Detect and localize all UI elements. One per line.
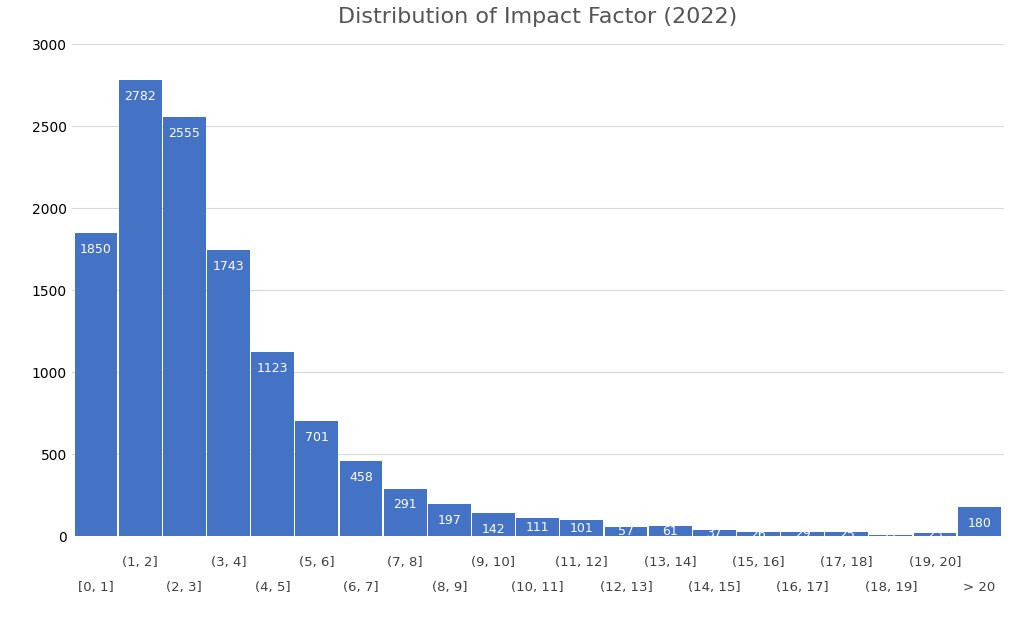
- Text: 111: 111: [525, 521, 550, 534]
- Bar: [428, 504, 471, 536]
- Bar: [207, 251, 250, 536]
- Text: 25: 25: [839, 528, 855, 541]
- Bar: [913, 533, 956, 536]
- Text: (13, 14]: (13, 14]: [644, 556, 696, 569]
- Text: (9, 10]: (9, 10]: [471, 556, 515, 569]
- Bar: [560, 520, 603, 536]
- Bar: [604, 527, 647, 536]
- Text: (4, 5]: (4, 5]: [255, 581, 291, 594]
- Text: (1, 2]: (1, 2]: [122, 556, 158, 569]
- Text: 61: 61: [663, 525, 678, 538]
- Bar: [163, 117, 206, 536]
- Bar: [516, 518, 559, 536]
- Bar: [340, 461, 382, 536]
- Text: (19, 20]: (19, 20]: [909, 556, 962, 569]
- Text: > 20: > 20: [964, 581, 995, 594]
- Bar: [251, 352, 294, 536]
- Text: (10, 11]: (10, 11]: [511, 581, 564, 594]
- Text: (11, 12]: (11, 12]: [555, 556, 608, 569]
- Text: (12, 13]: (12, 13]: [599, 581, 652, 594]
- Text: (18, 19]: (18, 19]: [864, 581, 918, 594]
- Text: [0, 1]: [0, 1]: [78, 581, 114, 594]
- Bar: [693, 530, 735, 536]
- Text: 1123: 1123: [257, 362, 289, 375]
- Bar: [119, 80, 162, 536]
- Bar: [384, 488, 427, 536]
- Bar: [869, 534, 912, 536]
- Text: 37: 37: [707, 527, 722, 540]
- Text: 23: 23: [927, 528, 943, 541]
- Bar: [295, 422, 338, 536]
- Text: (16, 17]: (16, 17]: [776, 581, 828, 594]
- Text: (7, 8]: (7, 8]: [387, 556, 423, 569]
- Text: (6, 7]: (6, 7]: [343, 581, 379, 594]
- Title: Distribution of Impact Factor (2022): Distribution of Impact Factor (2022): [338, 8, 737, 27]
- Text: 57: 57: [617, 525, 634, 538]
- Text: (3, 4]: (3, 4]: [211, 556, 246, 569]
- Text: (17, 18]: (17, 18]: [820, 556, 873, 569]
- Text: 11: 11: [883, 529, 899, 542]
- Text: 197: 197: [437, 514, 461, 527]
- Text: 458: 458: [349, 471, 373, 484]
- Text: 29: 29: [795, 528, 810, 541]
- Text: 1850: 1850: [80, 243, 112, 256]
- Bar: [825, 532, 868, 536]
- Text: 1743: 1743: [213, 260, 245, 273]
- Text: 2555: 2555: [168, 127, 201, 140]
- Bar: [957, 507, 1000, 536]
- Bar: [75, 233, 118, 536]
- Bar: [648, 526, 691, 536]
- Bar: [781, 531, 824, 536]
- Text: (2, 3]: (2, 3]: [167, 581, 202, 594]
- Bar: [737, 532, 780, 536]
- Text: 291: 291: [393, 498, 417, 512]
- Text: 142: 142: [481, 523, 505, 536]
- Text: 26: 26: [751, 528, 766, 541]
- Text: (5, 6]: (5, 6]: [299, 556, 335, 569]
- Text: 101: 101: [570, 522, 594, 534]
- Bar: [472, 513, 515, 536]
- Text: 180: 180: [968, 517, 991, 529]
- Text: 2782: 2782: [124, 90, 156, 103]
- Text: 701: 701: [305, 431, 329, 444]
- Text: (15, 16]: (15, 16]: [732, 556, 784, 569]
- Text: (14, 15]: (14, 15]: [688, 581, 740, 594]
- Text: (8, 9]: (8, 9]: [431, 581, 467, 594]
